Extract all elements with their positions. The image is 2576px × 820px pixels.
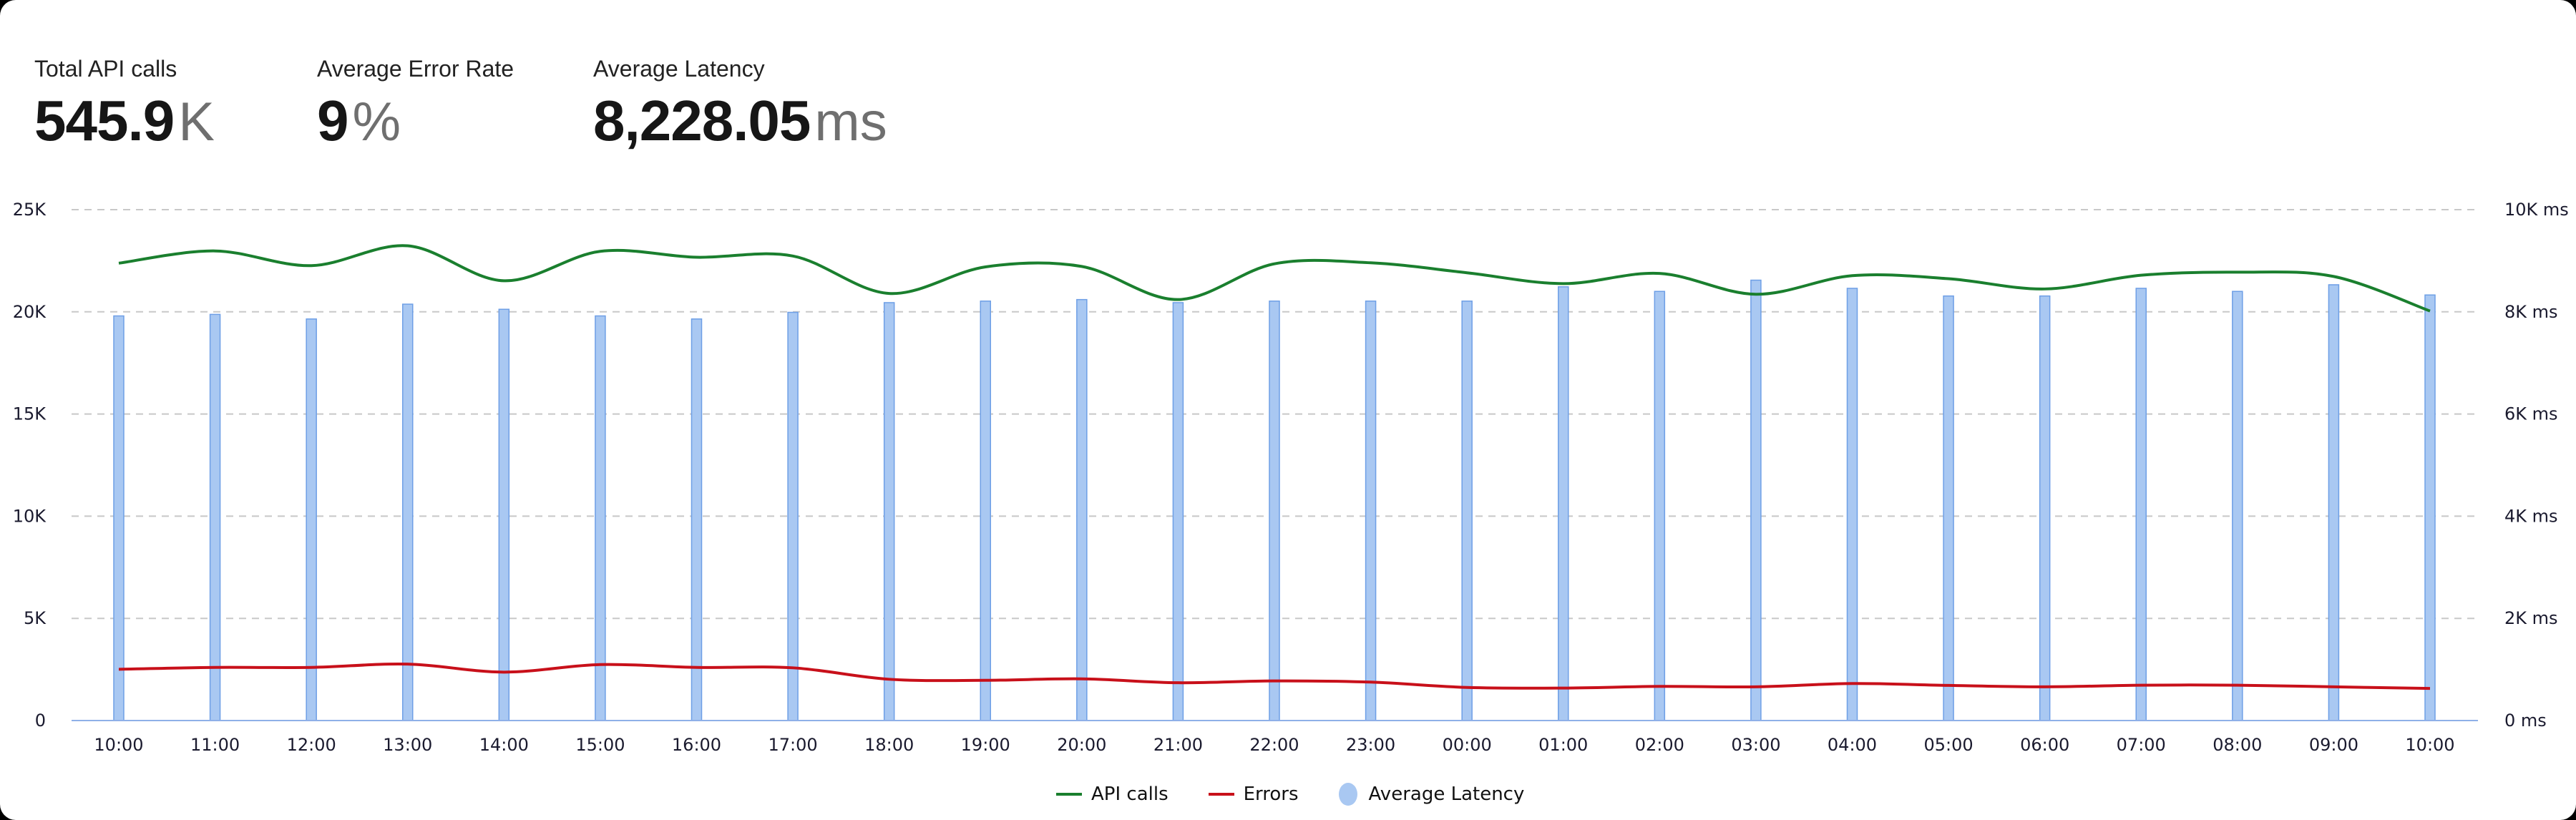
- x-tick-label: 04:00: [1828, 735, 1877, 755]
- y-right-tick-label: 2K ms: [2504, 608, 2558, 628]
- y-right-tick-label: 6K ms: [2504, 404, 2558, 424]
- x-tick-label: 03:00: [1731, 735, 1780, 755]
- x-tick-label: 00:00: [1443, 735, 1492, 755]
- x-tick-label: 06:00: [2020, 735, 2069, 755]
- x-tick-label: 07:00: [2117, 735, 2166, 755]
- latency-bar[interactable]: [1461, 301, 1473, 721]
- latency-bar[interactable]: [209, 313, 221, 721]
- latency-bar[interactable]: [402, 303, 414, 721]
- stat-number: 9: [317, 89, 348, 152]
- latency-bar[interactable]: [306, 318, 317, 721]
- latency-bar[interactable]: [2328, 284, 2340, 721]
- x-tick-label: 11:00: [190, 735, 240, 755]
- x-tick-label: 21:00: [1153, 735, 1203, 755]
- chart-legend: API calls Errors Average Latency: [1056, 783, 1564, 806]
- latency-bar[interactable]: [1269, 301, 1280, 721]
- api-calls-line[interactable]: [118, 244, 2431, 313]
- x-tick-label: 18:00: [864, 735, 914, 755]
- x-tick-label: 19:00: [961, 735, 1010, 755]
- x-axis: 10:00 11:00 12:00 13:00 14:00 15:00 16:00 17:00…: [72, 720, 2478, 755]
- latency-bar[interactable]: [787, 311, 799, 721]
- y-right-tick-label: 4K ms: [2504, 506, 2558, 526]
- legend-label: API calls: [1091, 784, 1169, 805]
- x-tick-label: 17:00: [768, 735, 817, 755]
- errors-line-swatch-icon: [1208, 793, 1234, 796]
- latency-dot-swatch-icon: [1338, 783, 1357, 806]
- latency-bar[interactable]: [1365, 301, 1377, 721]
- y-left-tick-label: 25K: [13, 200, 47, 220]
- x-tick-label: 05:00: [1923, 735, 1973, 755]
- stat-unit: ms: [814, 92, 887, 152]
- x-tick-label: 01:00: [1538, 735, 1588, 755]
- latency-bar[interactable]: [2424, 294, 2436, 721]
- latency-bar[interactable]: [1172, 302, 1184, 721]
- left-y-axis: 0 5K 10K 15K 20K 25K: [13, 200, 47, 731]
- x-tick-label: 13:00: [383, 735, 432, 755]
- stat-number: 8,228.05: [593, 89, 811, 152]
- latency-bar[interactable]: [2232, 291, 2243, 721]
- legend-item-average-latency[interactable]: Average Latency: [1338, 783, 1525, 806]
- y-left-tick-label: 20K: [13, 302, 47, 322]
- stat-value: 9%: [317, 92, 514, 150]
- latency-bar[interactable]: [1943, 295, 1954, 721]
- latency-bar[interactable]: [1846, 288, 1858, 721]
- legend-item-api-calls[interactable]: API calls: [1056, 784, 1169, 805]
- stat-total-api-calls: Total API calls 545.9K: [34, 56, 215, 150]
- y-left-tick-label: 5K: [24, 608, 47, 628]
- latency-bar[interactable]: [595, 315, 606, 721]
- x-tick-label: 16:00: [672, 735, 721, 755]
- latency-bar[interactable]: [1654, 291, 1666, 721]
- latency-bar[interactable]: [1750, 279, 1762, 721]
- latency-bar[interactable]: [498, 308, 510, 721]
- y-right-tick-label: 10K ms: [2504, 200, 2569, 220]
- stat-unit: %: [352, 92, 401, 152]
- x-tick-label: 10:00: [94, 735, 143, 755]
- errors-line[interactable]: [118, 663, 2431, 690]
- latency-bar[interactable]: [113, 315, 125, 721]
- stat-average-error-rate: Average Error Rate 9%: [317, 56, 514, 150]
- latency-bar[interactable]: [1558, 286, 1569, 721]
- x-tick-label: 08:00: [2212, 735, 2262, 755]
- stat-label: Total API calls: [34, 56, 177, 82]
- stat-average-latency: Average Latency 8,228.05ms: [593, 56, 887, 150]
- stat-label: Average Error Rate: [317, 56, 514, 82]
- stat-number: 545.9: [34, 89, 175, 152]
- stat-value: 8,228.05ms: [593, 92, 887, 150]
- legend-item-errors[interactable]: Errors: [1208, 784, 1299, 805]
- right-y-axis: 0 ms 2K ms 4K ms 6K ms 8K ms 10K ms: [2504, 200, 2569, 731]
- legend-label: Average Latency: [1368, 784, 1525, 805]
- y-left-tick-label: 15K: [13, 404, 47, 424]
- latency-bar[interactable]: [883, 302, 895, 721]
- x-tick-label: 09:00: [2309, 735, 2358, 755]
- api-calls-line-swatch-icon: [1056, 793, 1082, 796]
- stat-unit: K: [178, 92, 215, 152]
- latency-bar[interactable]: [691, 318, 703, 721]
- stat-label: Average Latency: [593, 56, 765, 82]
- latency-bar[interactable]: [1076, 298, 1088, 721]
- latency-bar[interactable]: [2135, 288, 2147, 721]
- x-tick-label: 14:00: [479, 735, 529, 755]
- latency-bar[interactable]: [2039, 295, 2051, 721]
- x-tick-label: 23:00: [1346, 735, 1395, 755]
- x-tick-label: 02:00: [1635, 735, 1684, 755]
- series-lines: [118, 244, 2431, 690]
- y-right-tick-label: 8K ms: [2504, 302, 2558, 322]
- latency-bars: [113, 279, 2436, 721]
- y-left-tick-label: 0: [35, 711, 46, 731]
- y-right-tick-label: 0 ms: [2504, 711, 2547, 731]
- x-tick-label: 22:00: [1249, 735, 1299, 755]
- x-tick-label: 20:00: [1057, 735, 1106, 755]
- stat-value: 545.9K: [34, 92, 215, 150]
- x-tick-label: 12:00: [287, 735, 336, 755]
- x-tick-label: 15:00: [575, 735, 625, 755]
- y-left-tick-label: 10K: [13, 506, 47, 526]
- latency-bar[interactable]: [980, 301, 991, 721]
- legend-label: Errors: [1243, 784, 1299, 805]
- x-tick-label: 10:00: [2405, 735, 2454, 755]
